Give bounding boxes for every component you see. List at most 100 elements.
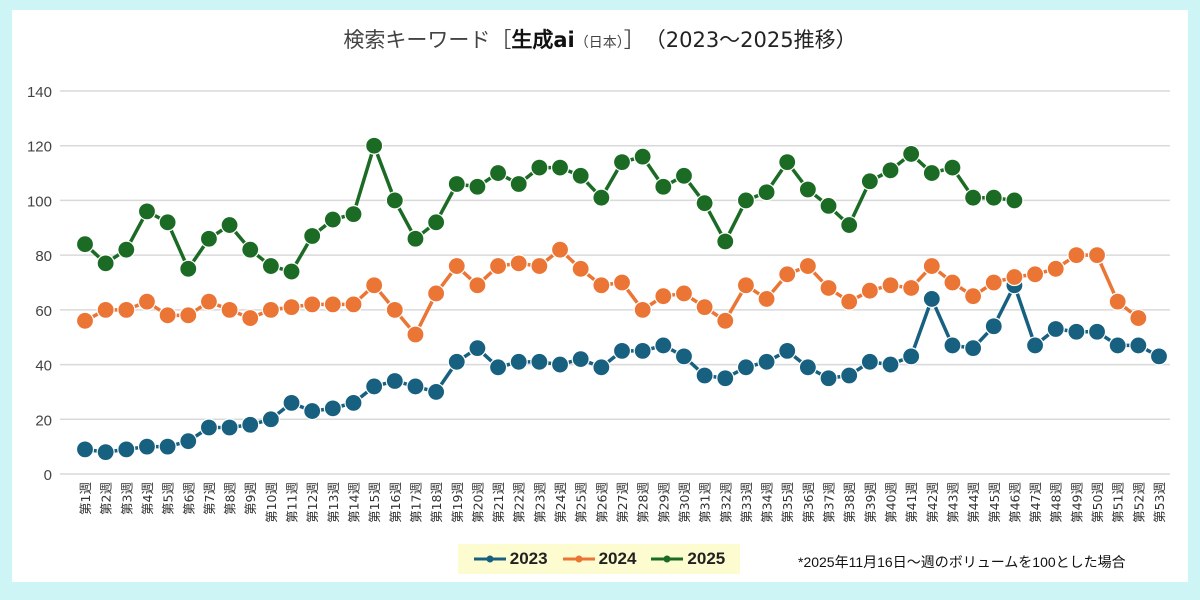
x-tick-label: 第50週 <box>1090 482 1105 523</box>
data-point-2024 <box>592 276 611 295</box>
data-point-2025 <box>220 215 239 235</box>
data-point-2025 <box>674 166 694 185</box>
title-period: （2023～2025推移） <box>655 28 857 52</box>
legend-label: 2025 <box>687 549 726 568</box>
data-point-2025 <box>654 177 673 196</box>
x-tick-label: 第42週 <box>925 482 940 523</box>
data-point-2023 <box>117 440 136 459</box>
x-tick-label: 第51週 <box>1111 482 1126 523</box>
data-point-2024 <box>179 306 198 325</box>
x-tick-label: 第3週 <box>119 482 134 515</box>
data-point-2025 <box>798 180 817 199</box>
x-tick-label: 第35週 <box>780 482 795 523</box>
data-point-2025 <box>902 144 921 164</box>
legend: 2023 2024 2025 <box>458 544 740 574</box>
x-tick-label: 第1週 <box>78 482 93 515</box>
data-point-2023 <box>633 341 652 360</box>
data-point-2023 <box>179 432 198 451</box>
data-point-2025 <box>137 202 157 221</box>
x-tick-label: 第46週 <box>1007 482 1022 523</box>
data-point-2024 <box>530 256 549 276</box>
x-tick-label: 第21週 <box>491 482 506 523</box>
data-point-2025 <box>117 240 136 259</box>
data-point-2025 <box>199 229 219 248</box>
data-point-2023 <box>798 358 817 377</box>
data-point-2024 <box>840 292 859 311</box>
data-point-2024 <box>261 300 280 319</box>
data-point-2024 <box>1129 308 1148 328</box>
data-point-2025 <box>488 163 508 183</box>
data-point-2024 <box>922 256 941 276</box>
data-point-2023 <box>716 369 735 388</box>
data-point-2025 <box>1005 191 1024 210</box>
x-tick-label: 第7週 <box>202 482 217 515</box>
data-point-2023 <box>427 382 446 402</box>
data-point-2024 <box>241 308 260 328</box>
data-point-2024 <box>736 276 756 295</box>
data-point-2024 <box>509 254 528 273</box>
data-point-2023 <box>819 369 838 388</box>
legend-label: 2023 <box>509 549 548 568</box>
x-tick-label: 第12週 <box>305 482 320 523</box>
data-point-2023 <box>612 341 632 360</box>
x-tick-label: 第48週 <box>1049 482 1064 523</box>
x-tick-label: 第52週 <box>1131 482 1146 523</box>
data-point-2024 <box>778 265 797 284</box>
data-point-2024 <box>571 259 590 278</box>
data-point-2023 <box>840 366 859 385</box>
x-tick-label: 第44週 <box>966 482 981 523</box>
data-point-2023 <box>550 355 570 374</box>
legend-marker-2024 <box>562 555 595 563</box>
data-point-2024 <box>75 311 95 330</box>
data-point-2024 <box>1025 265 1045 284</box>
data-point-2025 <box>468 177 487 196</box>
data-point-2024 <box>633 300 652 319</box>
x-tick-label: 第9週 <box>243 482 258 515</box>
data-point-2023 <box>695 366 714 385</box>
data-point-2024 <box>385 300 404 319</box>
data-point-2025 <box>406 229 425 248</box>
data-point-2025 <box>860 172 879 191</box>
data-point-2023 <box>1046 319 1065 339</box>
x-tick-label: 第53週 <box>1152 482 1167 523</box>
legend-marker-2023 <box>473 555 506 563</box>
data-point-2025 <box>736 191 756 210</box>
data-point-2024 <box>943 273 962 292</box>
data-point-2025 <box>303 226 322 246</box>
data-point-2024 <box>1067 246 1086 265</box>
data-point-2023 <box>757 352 776 371</box>
data-point-2025 <box>241 240 260 259</box>
data-point-2024 <box>1108 292 1127 311</box>
data-point-2023 <box>406 377 425 396</box>
data-point-2024 <box>819 278 838 298</box>
x-tick-label: 第28週 <box>636 482 651 523</box>
data-point-2024 <box>1046 259 1065 278</box>
data-point-2025 <box>158 213 177 232</box>
data-point-2023 <box>241 415 260 434</box>
data-point-2023 <box>488 358 508 377</box>
data-point-2024 <box>488 256 508 276</box>
x-tick-label: 第39週 <box>863 482 878 523</box>
data-point-2023 <box>158 437 177 456</box>
data-point-2025 <box>509 174 528 194</box>
legend-item-2024: 2024 <box>562 549 637 569</box>
x-tick-label: 第13週 <box>326 482 341 523</box>
x-tick-label: 第16週 <box>388 482 403 523</box>
data-point-2024 <box>406 325 425 344</box>
legend-label: 2024 <box>598 549 637 568</box>
x-tick-label: 第45週 <box>987 482 1002 523</box>
x-tick-label: 第26週 <box>594 482 609 523</box>
data-point-2024 <box>716 311 735 330</box>
data-point-2024 <box>654 287 673 306</box>
data-point-2024 <box>695 298 714 317</box>
y-tick-label: 60 <box>35 303 52 320</box>
data-point-2024 <box>902 278 921 298</box>
data-point-2023 <box>509 352 528 371</box>
data-point-2024 <box>612 273 632 292</box>
data-point-2025 <box>447 174 466 194</box>
data-point-2023 <box>137 437 157 456</box>
data-point-2025 <box>964 188 983 207</box>
data-point-2024 <box>468 276 487 295</box>
data-point-2024 <box>674 284 694 303</box>
data-point-2025 <box>819 196 838 215</box>
